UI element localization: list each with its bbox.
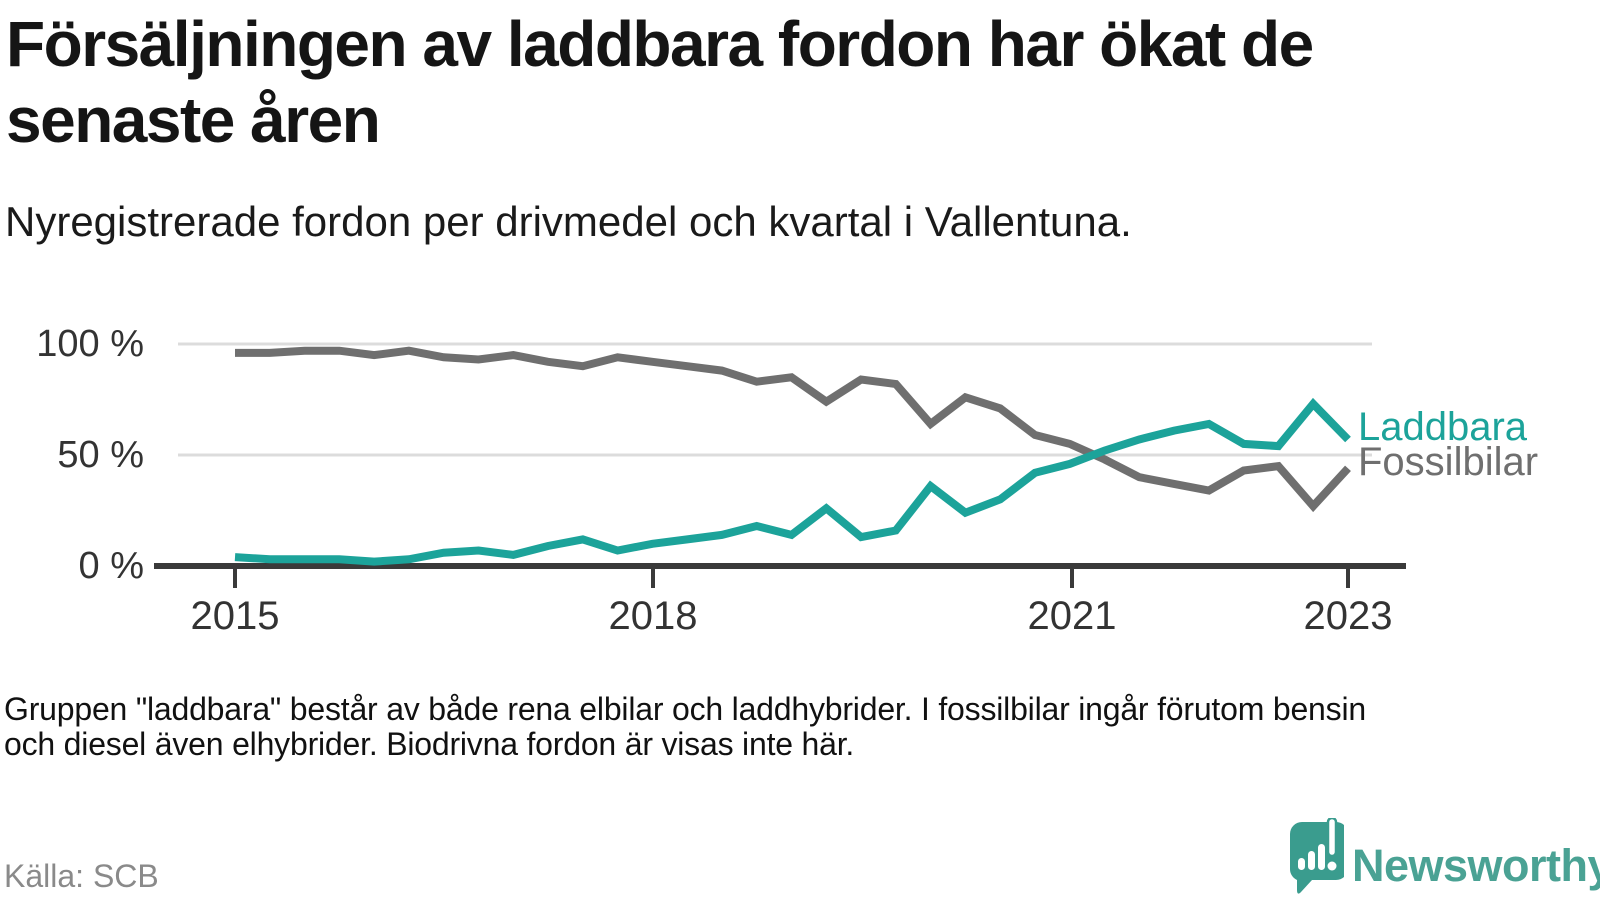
logo-bar-3 <box>1318 844 1325 870</box>
y-tick-0: 0 % <box>78 545 144 587</box>
title-line-1: Försäljningen av laddbara fordon har öka… <box>6 8 1314 80</box>
chart-subtitle: Nyregistrerade fordon per drivmedel och … <box>5 198 1132 245</box>
logo-bar-2 <box>1308 851 1315 870</box>
x-tick-2023: 2023 <box>1303 594 1393 638</box>
y-tick-100: 100 % <box>36 323 144 365</box>
newsworthy-wordmark: Newsworthy <box>1352 840 1600 891</box>
footnote-line-1: Gruppen "laddbara" består av både rena e… <box>4 691 1366 727</box>
legend-label-fossilbilar: Fossilbilar <box>1358 440 1539 484</box>
logo-bar-1 <box>1298 858 1305 870</box>
laddbara-line <box>234 397 1351 566</box>
y-tick-50: 50 % <box>57 434 144 476</box>
chart-footnote: Gruppen "laddbara" består av både rena e… <box>4 692 1544 762</box>
fossilbilar-line <box>235 346 1351 513</box>
legend-label-laddbara: Laddbara <box>1358 405 1528 449</box>
source-label: Källa: SCB <box>4 858 159 894</box>
newsworthy-logo-icon <box>1289 818 1344 894</box>
logo-exclamation-dot <box>1327 861 1337 871</box>
title-line-2: senaste åren <box>6 84 381 156</box>
footnote-line-2: och diesel även elhybrider. Biodrivna fo… <box>4 726 855 762</box>
x-tick-2015: 2015 <box>190 594 280 638</box>
page-title: Försäljningen av laddbara fordon har öka… <box>6 6 1566 158</box>
x-tick-2018: 2018 <box>608 594 698 638</box>
x-tick-2021: 2021 <box>1027 594 1117 638</box>
logo-exclamation-bar <box>1326 818 1338 858</box>
